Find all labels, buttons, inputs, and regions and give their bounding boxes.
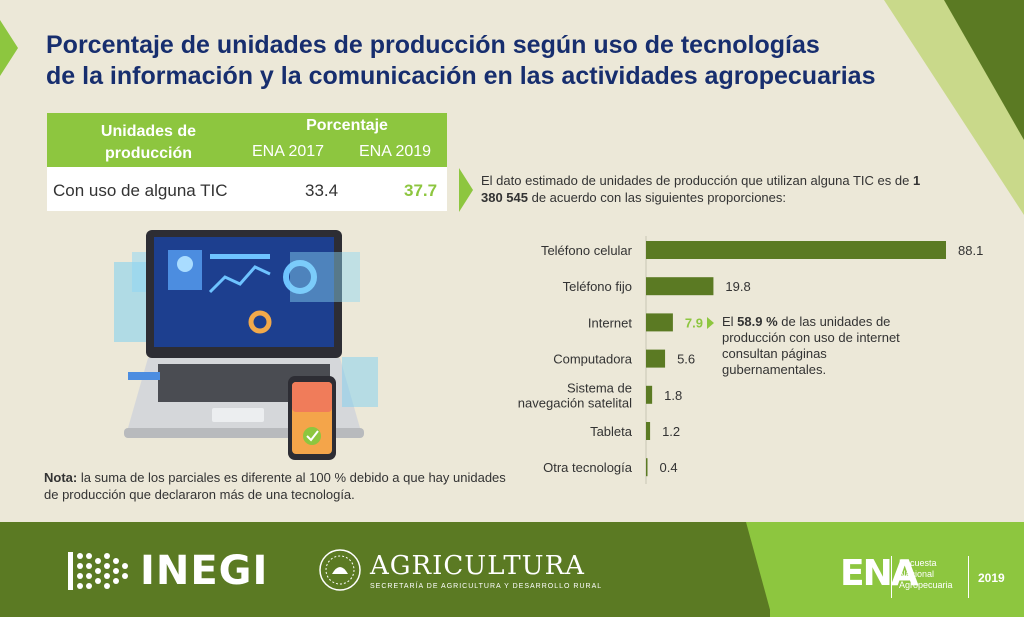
row-value-2017: 33.4	[305, 181, 339, 200]
inegi-wordmark: INEGI	[140, 547, 269, 594]
header-unidades-line-2: producción	[104, 145, 193, 162]
callout-arrow	[707, 317, 714, 329]
title-line-1: Porcentaje de unidades de producción seg…	[46, 31, 820, 59]
ena-divider-1	[891, 556, 892, 598]
category-label-3: Computadora	[553, 352, 633, 367]
row-value-2019: 37.7	[404, 181, 438, 200]
header-ena-2017: ENA 2017	[252, 143, 325, 160]
value-label-4: 1.8	[664, 388, 682, 403]
bar-6	[646, 458, 648, 477]
intro-part-1: El dato estimado de unidades de producci…	[481, 173, 913, 188]
category-label-4-1: navegación satelital	[518, 395, 632, 410]
agricultura-wordmark: AGRICULTURA	[370, 550, 585, 581]
ena-divider-2	[968, 556, 969, 598]
footer-right-panel	[770, 522, 1024, 617]
bar-5	[646, 422, 651, 440]
bar-4	[646, 385, 653, 404]
value-label-1: 19.8	[725, 279, 750, 294]
header-ena-2019: ENA 2019	[359, 143, 432, 160]
category-label-6: Otra tecnología	[543, 460, 633, 475]
callout-post: de las unidades de producción con uso de…	[722, 314, 900, 377]
category-label-1: Teléfono fijo	[563, 279, 632, 294]
ena-description: Encuesta Nacional Agropecuaria	[899, 558, 953, 591]
header-unidades-line-1: Unidades de	[100, 123, 197, 140]
internet-callout: El 58.9 % de las unidades de producción …	[722, 314, 902, 378]
agricultura-logo: AGRICULTURA SECRETARÍA DE AGRICULTURA Y …	[318, 548, 602, 592]
seal-icon	[319, 549, 361, 591]
row-label: Con uso de alguna TIC	[53, 181, 228, 200]
bar-3	[646, 349, 666, 368]
table-header: Unidades de producción Porcentaje ENA 20…	[47, 113, 447, 167]
bar-2	[646, 313, 673, 332]
footer-notch	[746, 522, 772, 617]
inegi-dots-icon	[68, 551, 128, 590]
title-chevron	[0, 20, 18, 76]
category-label-0: Teléfono celular	[541, 243, 633, 258]
ena-desc-line-1: Encuesta	[899, 558, 937, 568]
callout-pre: El	[722, 314, 738, 329]
header-porcentaje: Porcentaje	[306, 117, 388, 134]
intro-part-2: de acuerdo con las siguientes proporcion…	[528, 190, 786, 205]
title-line-2: de la información y la comunicación en l…	[46, 62, 876, 90]
page-title: Porcentaje de unidades de producción seg…	[46, 30, 946, 92]
value-label-3: 5.6	[677, 352, 695, 367]
note: Nota: la suma de los parciales es difere…	[44, 469, 514, 503]
ena-wordmark: ENA	[840, 553, 919, 594]
value-label-5: 1.2	[662, 424, 680, 439]
ena-year: 2019	[978, 571, 1005, 585]
value-label-0: 88.1	[958, 243, 983, 258]
value-label-2: 7.9	[685, 315, 703, 330]
value-label-6: 0.4	[660, 460, 678, 475]
callout-percent: 58.9 %	[737, 314, 778, 329]
bar-chart: 88.1 Teléfono celular 19.8 Teléfono fijo 7.9…	[518, 236, 983, 484]
inegi-logo: INEGI	[68, 547, 269, 594]
ena-desc-line-2: Nacional	[899, 569, 935, 579]
summary-table: Unidades de producción Porcentaje ENA 20…	[47, 113, 447, 211]
category-label-2: Internet	[588, 315, 632, 330]
category-label-4-0: Sistema de	[567, 380, 632, 395]
corner-decoration	[884, 0, 1024, 215]
intro-total: 1 380 545	[481, 173, 921, 205]
category-label-5: Tableta	[590, 424, 633, 439]
note-label: Nota:	[44, 470, 78, 485]
bar-1	[646, 277, 714, 296]
intro-text: El dato estimado de unidades de producci…	[481, 172, 921, 206]
note-text: la suma de los parciales es diferente al…	[44, 470, 506, 502]
agricultura-subtitle: SECRETARÍA DE AGRICULTURA Y DESARROLLO R…	[370, 582, 603, 590]
header-unidades: Unidades de producción	[91, 121, 206, 165]
intro-arrow	[459, 168, 473, 212]
bar-0	[646, 241, 946, 259]
laptop-illustration	[114, 230, 378, 460]
ena-desc-line-3: Agropecuaria	[899, 580, 953, 590]
